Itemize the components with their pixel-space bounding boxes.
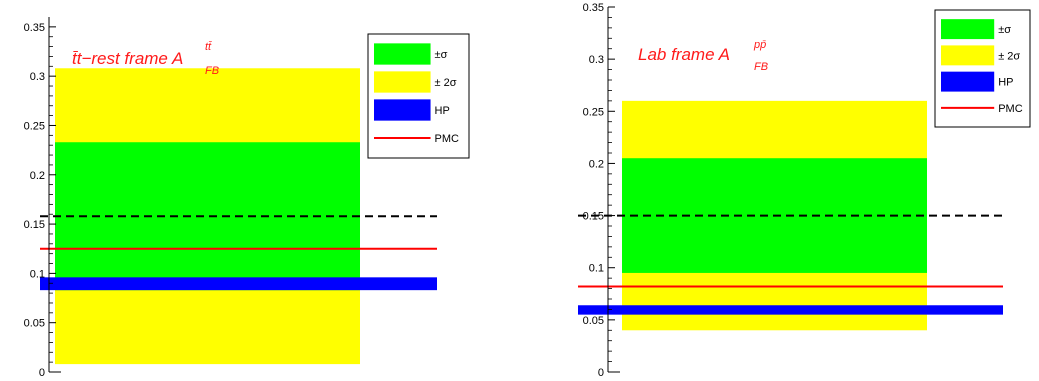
y-tick-label: 0.1 xyxy=(589,263,604,275)
y-tick-label: 0.05 xyxy=(583,315,604,327)
chart-title-superscript: pp̄ xyxy=(753,39,766,51)
hp-band xyxy=(578,305,1003,315)
chart-right: 0 0.05 0.1 0.15 0.2 0.25 0.3 0.35 Lab frame A p… xyxy=(578,2,1031,379)
legend: ±σ ± 2σ HP PMC xyxy=(367,33,470,159)
legend-swatch-1sigma xyxy=(941,19,995,40)
legend: ±σ ± 2σ HP PMC xyxy=(934,9,1031,128)
y-tick-label: 0.05 xyxy=(24,318,45,330)
y-tick-label: 0.2 xyxy=(30,170,45,182)
legend-swatch-2sigma xyxy=(941,45,995,66)
y-tick-label: 0 xyxy=(39,367,45,379)
legend-swatch-2sigma xyxy=(374,71,431,93)
legend-label-pmc: PMC xyxy=(435,133,460,145)
y-tick-label: 0.25 xyxy=(583,106,604,118)
y-tick-label: 0.15 xyxy=(24,219,45,231)
legend-label-hp: HP xyxy=(435,105,450,117)
y-ticks: 0 0.05 0.1 0.15 0.2 0.25 0.3 0.35 xyxy=(24,22,56,379)
legend-label-pmc: PMC xyxy=(998,103,1023,115)
chart-title: Lab frame A xyxy=(638,45,730,64)
chart-title: t̄t−rest frame A xyxy=(72,49,183,68)
legend-label-2sigma: ± 2σ xyxy=(998,50,1020,62)
legend-label-1sigma: ±σ xyxy=(998,24,1011,36)
legend-label-2sigma: ± 2σ xyxy=(435,77,457,89)
hp-band xyxy=(40,277,437,291)
y-ticks: 0 0.05 0.1 0.15 0.2 0.25 0.3 0.35 xyxy=(583,2,615,379)
chart-title-subscript: FB xyxy=(205,65,219,77)
y-tick-label: 0.1 xyxy=(30,268,45,280)
y-tick-label: 0.3 xyxy=(30,71,45,83)
y-tick-label: 0.35 xyxy=(583,2,604,14)
chart-title-subscript: FB xyxy=(754,61,768,73)
y-tick-label: 0.15 xyxy=(583,211,604,223)
legend-swatch-hp xyxy=(374,99,431,121)
y-tick-label: 0 xyxy=(598,367,604,379)
y-tick-label: 0.25 xyxy=(24,120,45,132)
legend-swatch-1sigma xyxy=(374,43,431,65)
y-tick-label: 0.2 xyxy=(589,158,604,170)
chart-left: 0 0.05 0.1 0.15 0.2 0.25 0.3 0.35 t̄t−rest fram… xyxy=(24,17,470,379)
legend-swatch-hp xyxy=(941,71,995,92)
legend-label-hp: HP xyxy=(998,77,1013,89)
legend-label-1sigma: ±σ xyxy=(435,49,448,61)
y-tick-label: 0.3 xyxy=(589,54,604,66)
chart-title-superscript: tt̄ xyxy=(205,41,212,53)
y-tick-label: 0.35 xyxy=(24,22,45,34)
